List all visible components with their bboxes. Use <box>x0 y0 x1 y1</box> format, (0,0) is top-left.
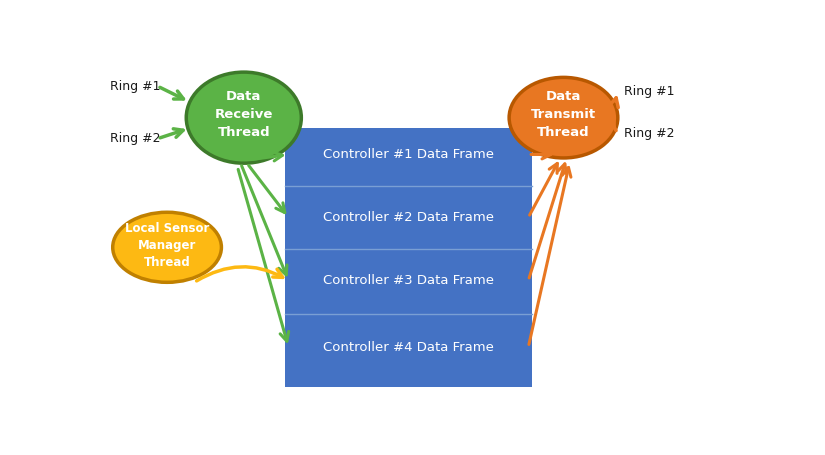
Text: Controller #4 Data Frame: Controller #4 Data Frame <box>323 341 494 354</box>
Text: Ring #1: Ring #1 <box>625 85 675 98</box>
FancyBboxPatch shape <box>285 128 531 388</box>
Text: Ring #2: Ring #2 <box>625 127 675 140</box>
Text: Data
Transmit
Thread: Data Transmit Thread <box>531 90 596 139</box>
Text: Ring #2: Ring #2 <box>110 132 160 145</box>
Text: Controller #3 Data Frame: Controller #3 Data Frame <box>323 274 494 287</box>
Ellipse shape <box>186 72 301 163</box>
Ellipse shape <box>509 77 618 158</box>
Text: Controller #1 Data Frame: Controller #1 Data Frame <box>323 148 494 161</box>
Text: Data
Receive
Thread: Data Receive Thread <box>214 90 273 139</box>
Text: Controller #2 Data Frame: Controller #2 Data Frame <box>323 211 494 224</box>
Text: Ring #1: Ring #1 <box>110 80 160 93</box>
Text: Local Sensor
Manager
Thread: Local Sensor Manager Thread <box>125 222 210 269</box>
Ellipse shape <box>113 212 221 282</box>
